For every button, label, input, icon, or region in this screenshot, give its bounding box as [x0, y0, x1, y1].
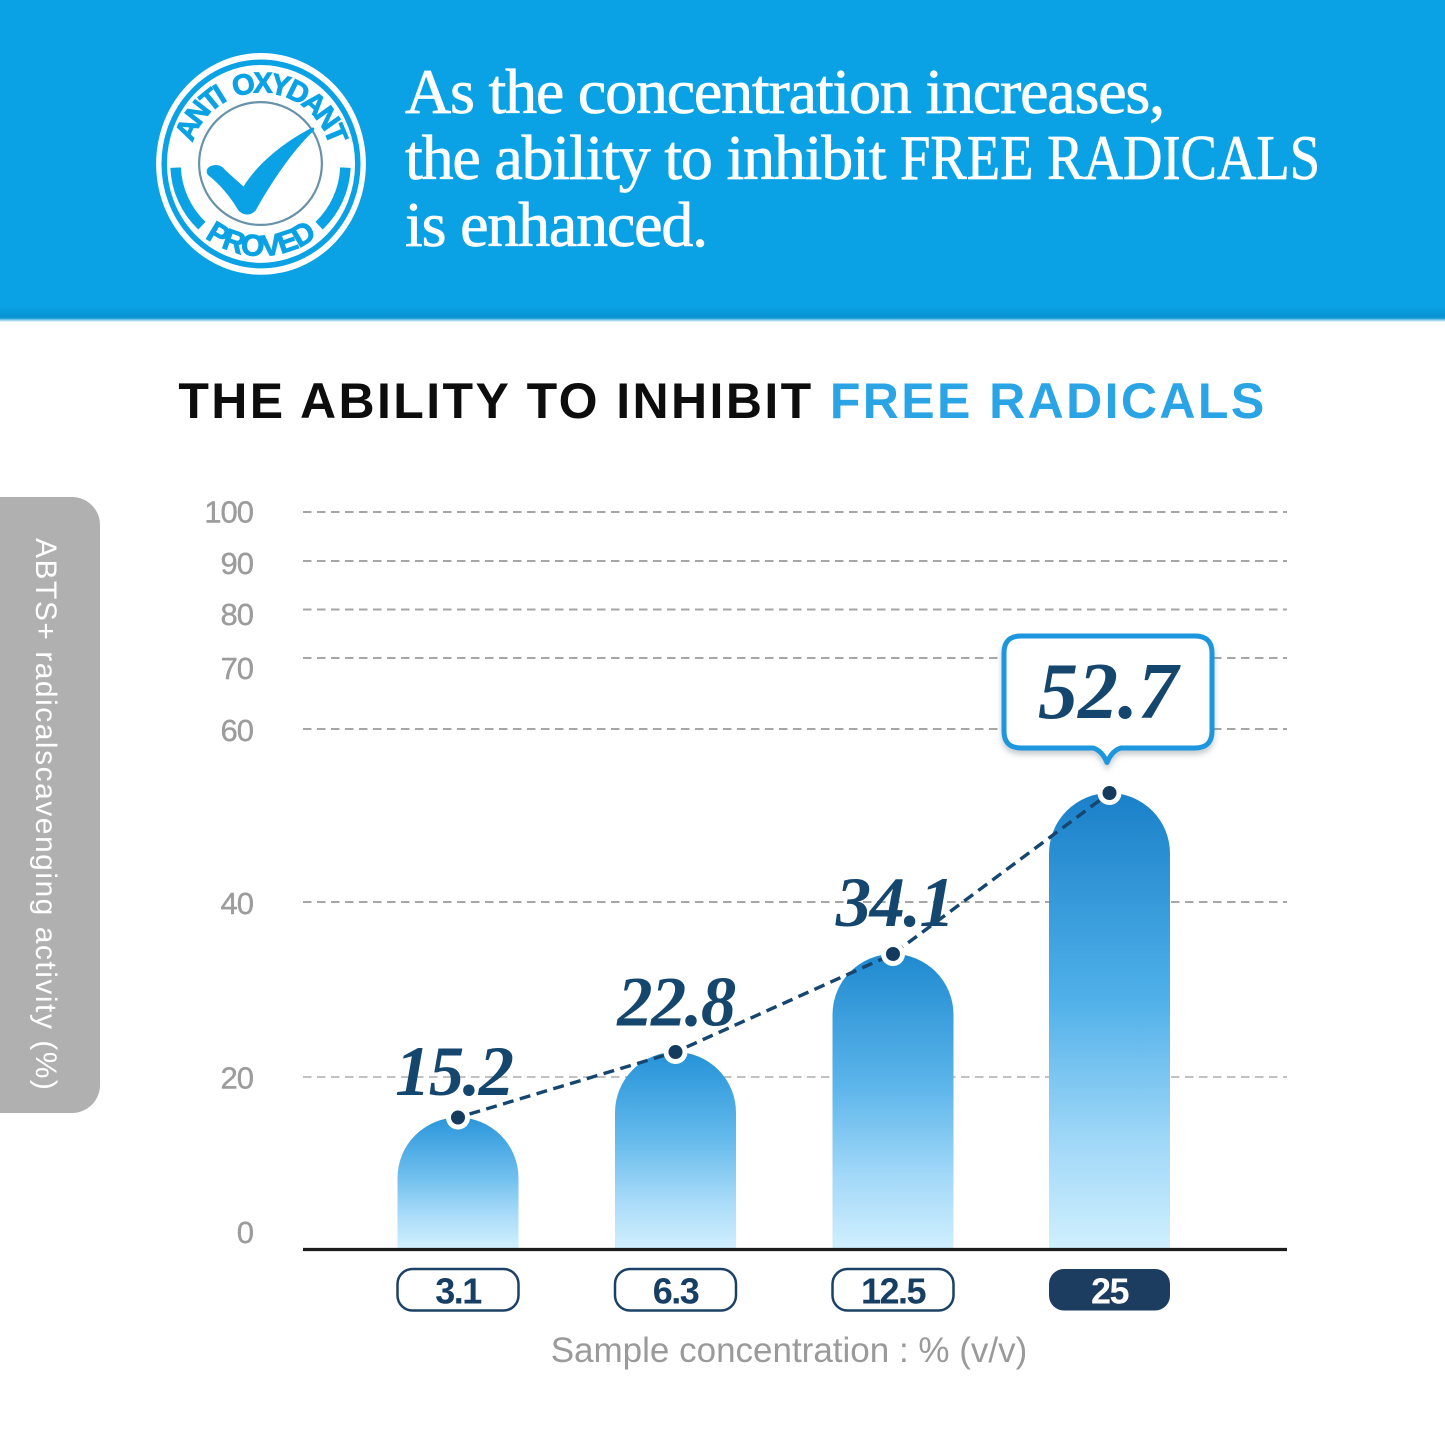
svg-text:20: 20	[221, 1061, 254, 1096]
svg-text:40: 40	[221, 886, 254, 921]
svg-text:22.8: 22.8	[616, 964, 736, 1042]
svg-text:12.5: 12.5	[861, 1271, 927, 1312]
svg-text:3.1: 3.1	[435, 1271, 482, 1312]
svg-text:100: 100	[204, 495, 253, 530]
svg-text:34.1: 34.1	[835, 864, 953, 942]
svg-text:6.3: 6.3	[653, 1271, 699, 1312]
svg-text:15.2: 15.2	[395, 1033, 513, 1111]
svg-text:52.7: 52.7	[1038, 648, 1181, 736]
svg-text:25: 25	[1091, 1271, 1130, 1312]
svg-text:60: 60	[221, 713, 254, 748]
svg-text:90: 90	[221, 546, 254, 581]
svg-text:70: 70	[221, 651, 254, 686]
svg-text:0: 0	[237, 1215, 254, 1250]
svg-text:80: 80	[221, 597, 254, 632]
